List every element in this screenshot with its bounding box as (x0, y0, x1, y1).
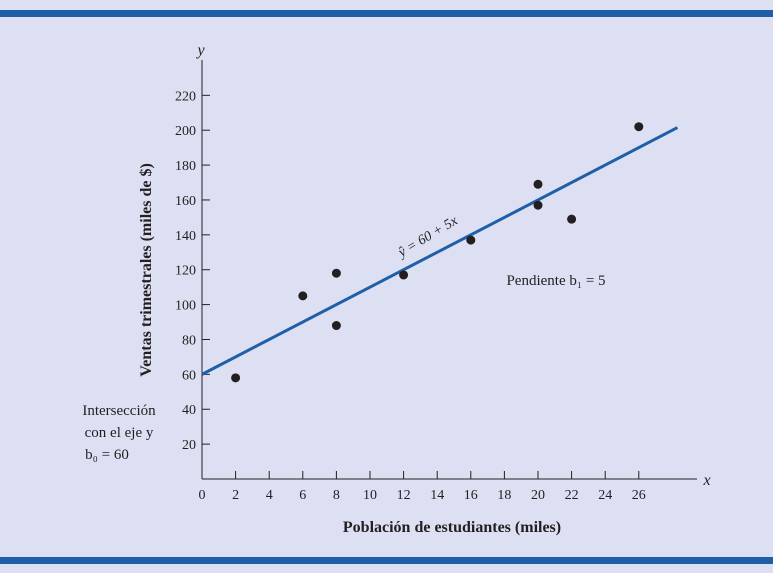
y-axis-title: Ventas trimestrales (miles de $) (138, 163, 155, 377)
x-tick-label: 10 (363, 488, 377, 503)
x-tick-label: 26 (632, 488, 646, 503)
slope-annotation: Pendiente b₁ = 5 (506, 273, 605, 289)
intercept-annotation-line-3: b₀ = 60 (85, 447, 129, 463)
data-point (466, 235, 476, 245)
x-tick-label: 24 (598, 488, 612, 503)
data-point (399, 270, 409, 280)
x-tick-label: 0 (199, 488, 206, 503)
x-variable-label: x (702, 472, 710, 489)
x-tick-label: 8 (333, 488, 340, 503)
data-point (567, 214, 577, 224)
x-axis-ticks: 0 2 4 6 8 10 12 14 16 18 20 22 24 26 (199, 471, 646, 503)
intercept-annotation-line-1: Intersección (82, 403, 156, 419)
x-tick-label: 2 (232, 488, 239, 503)
top-frame-bar (0, 10, 773, 17)
data-point (634, 122, 644, 132)
y-variable-label: y (195, 42, 205, 59)
x-tick-label: 4 (266, 488, 273, 503)
y-tick-label: 160 (175, 194, 196, 209)
y-tick-label: 220 (175, 89, 196, 104)
y-tick-label: 40 (182, 403, 196, 418)
x-tick-label: 6 (299, 488, 306, 503)
data-point (298, 291, 308, 301)
y-tick-label: 100 (175, 299, 196, 314)
y-tick-label: 140 (175, 229, 196, 244)
y-axis-ticks: 20 40 60 80 100 120 140 160 180 200 220 (175, 89, 210, 453)
intercept-annotation-line-2: con el eje y (85, 425, 154, 441)
x-axis-title: Población de estudiantes (miles) (343, 519, 561, 536)
data-point (231, 373, 241, 383)
bottom-frame-bar (0, 557, 773, 564)
regression-line-group (201, 126, 679, 376)
y-tick-label: 120 (175, 264, 196, 279)
x-tick-label: 16 (464, 488, 478, 503)
y-tick-label: 200 (175, 124, 196, 139)
x-tick-label: 12 (397, 488, 411, 503)
data-point (533, 179, 543, 189)
x-tick-label: 20 (531, 488, 545, 503)
x-tick-label: 14 (430, 488, 444, 503)
data-point (533, 200, 543, 210)
data-point (331, 268, 341, 278)
data-points (231, 122, 644, 383)
x-tick-label: 22 (565, 488, 579, 503)
y-tick-label: 20 (182, 438, 196, 453)
y-tick-label: 60 (182, 368, 196, 383)
y-tick-label: 80 (182, 333, 196, 348)
y-tick-label: 180 (175, 159, 196, 174)
regression-line (201, 126, 679, 376)
x-tick-label: 18 (497, 488, 511, 503)
data-point (331, 321, 341, 331)
